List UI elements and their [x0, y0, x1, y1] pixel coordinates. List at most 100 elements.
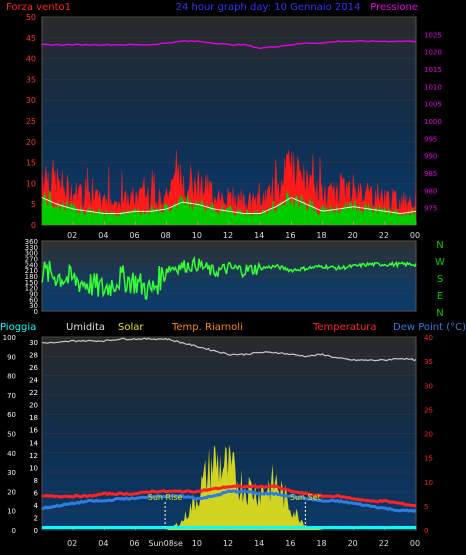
wind-series [41, 40, 417, 226]
x-tick-label: 00 [410, 231, 420, 240]
direction-tick-label: 180 [25, 273, 38, 281]
x-tick-label: 16 [285, 231, 295, 240]
pressure-tick-label: 995 [424, 135, 437, 143]
inner-tick-label: 4 [34, 502, 39, 510]
humidity-tick-label: 90 [7, 353, 16, 361]
direction-tick-label: 270 [25, 256, 38, 264]
x-tick-label: 18 [316, 231, 326, 240]
legend-solar: Solar [118, 322, 144, 333]
compass-letter: W [435, 257, 445, 268]
x-tick-label: 18 [316, 539, 326, 548]
wind-tick-label: 15 [26, 159, 36, 168]
inner-tick-label: 14 [29, 439, 38, 447]
compass-letter: E [437, 291, 443, 302]
temperature-tick-label: 15 [424, 455, 433, 463]
humidity-tick-label: 80 [7, 373, 16, 381]
direction-tick-label: 210 [25, 267, 38, 275]
inner-tick-label: 26 [29, 364, 38, 372]
humidity-tick-label: 50 [7, 431, 16, 439]
humidity-tick-label: 70 [7, 392, 16, 400]
x-tick-label: 20 [348, 539, 358, 548]
panel-temp-x-ticks: 02 04 06 Sun08se 10 12 14 16 18 20 22 00 [67, 526, 420, 548]
wind-tick-label: 25 [26, 117, 36, 126]
x-tick-label: Sun08se [148, 539, 183, 548]
x-tick-label: 10 [192, 231, 202, 240]
wind-avg-line [41, 197, 417, 215]
direction-tick-label: 150 [25, 279, 38, 287]
pressure-tick-label: 1005 [424, 101, 442, 109]
x-tick-label: 12 [223, 231, 233, 240]
inner-tick-label: 2 [34, 514, 38, 522]
inner-tick-label: 20 [29, 402, 38, 410]
temperature-tick-label: 30 [424, 382, 433, 390]
wind-speed-label: Forza vento1 [6, 2, 71, 13]
pressure-label: Pressione [370, 2, 418, 13]
wind-tick-label: 0 [31, 221, 36, 230]
temperature-tick-label: 25 [424, 406, 433, 414]
wind-tick-label: 35 [26, 75, 36, 84]
pressure-tick-label: 1015 [424, 66, 442, 74]
wind-tick-label: 10 [26, 179, 36, 188]
inner-tick-label: 10 [29, 464, 38, 472]
direction-tick-label: 360 [25, 238, 38, 246]
x-tick-label: 10 [192, 539, 202, 548]
legend-pioggia: Pioggia [0, 322, 36, 333]
humidity-tick-label: 0 [12, 527, 16, 535]
inner-tick-label: 22 [29, 389, 38, 397]
temperature-tick-label: 0 [424, 527, 428, 535]
humidity-tick-label: 10 [7, 508, 16, 516]
pressure-tick-label: 975 [424, 205, 437, 213]
pressure-tick-label: 980 [424, 187, 437, 195]
direction-tick-label: 30 [29, 302, 38, 310]
direction-tick-label: 240 [25, 261, 38, 269]
inner-tick-label: 8 [34, 477, 38, 485]
temperature-tick-label: 40 [424, 334, 433, 342]
humidity-tick-label: 30 [7, 469, 16, 477]
chart-title: 24 hour graph day: 10 Gennaio 2014 [176, 2, 361, 13]
x-tick-label: 16 [285, 539, 295, 548]
humidity-tick-label: 100 [3, 334, 16, 342]
inner-tick-label: 28 [29, 352, 38, 360]
pressure-tick-label: 985 [424, 170, 437, 178]
inner-tick-label: 24 [29, 377, 38, 385]
compass-letter: N [436, 308, 443, 319]
temperature-tick-label: 10 [424, 479, 433, 487]
legend-temp-riarnoli: Temp. Riarnoli [171, 322, 243, 333]
wind-tick-label: 50 [26, 13, 36, 22]
compass-letter: N [436, 240, 443, 251]
inner-tick-label: 18 [29, 414, 38, 422]
pressure-axis-ticks: 975 980 985 990 995 1000 1005 1010 1015 1020 1025 [424, 31, 442, 212]
x-tick-label: 04 [98, 539, 108, 548]
x-tick-label: 02 [67, 539, 77, 548]
pressure-tick-label: 1020 [424, 49, 442, 57]
inner-tick-label: 0 [34, 527, 38, 535]
wind-tick-label: 40 [26, 55, 36, 64]
x-tick-label: 02 [67, 231, 77, 240]
pressure-tick-label: 1000 [424, 118, 442, 126]
direction-tick-label: 90 [29, 291, 38, 299]
x-tick-label: 22 [379, 231, 389, 240]
pressure-tick-label: 990 [424, 153, 437, 161]
direction-tick-label: 330 [25, 244, 38, 252]
humidity-tick-label: 40 [7, 450, 16, 458]
direction-tick-label: 60 [29, 296, 38, 304]
x-tick-label: 20 [348, 231, 358, 240]
temperature-tick-label: 35 [424, 358, 433, 366]
direction-series [41, 255, 417, 300]
x-tick-label: 00 [410, 539, 420, 548]
temperature-tick-label: 20 [424, 431, 433, 439]
humidity-tick-label: 60 [7, 411, 16, 419]
compass-letter: S [437, 274, 443, 285]
wind-avg-area [42, 189, 416, 225]
pressure-tick-label: 1025 [424, 31, 442, 39]
x-tick-label: 06 [129, 231, 139, 240]
inner-tick-label: 16 [29, 427, 38, 435]
dew-point-line [41, 489, 417, 513]
x-tick-label: 14 [254, 231, 264, 240]
pressure-tick-label: 1010 [424, 83, 442, 91]
x-tick-label: 14 [254, 539, 264, 548]
